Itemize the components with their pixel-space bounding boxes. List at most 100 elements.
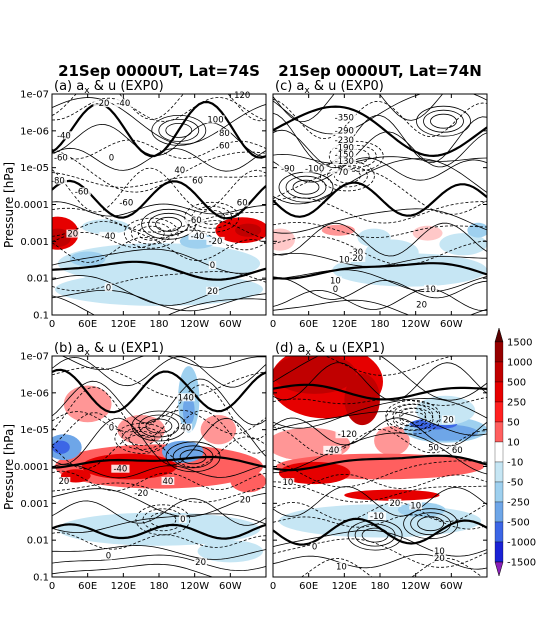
panel-b-fill-patch-3 xyxy=(230,470,266,493)
panel-a-contour-12 xyxy=(52,207,266,233)
panel-c-contour-label-bg-11 xyxy=(337,255,351,264)
panel-d-contour-15 xyxy=(273,501,487,522)
y-axis-label-bottom: Pressure [hPa] xyxy=(2,424,16,510)
panel-b-contour-label-bg-3 xyxy=(111,464,130,473)
panel-b-contour-label-3: -40 xyxy=(113,465,127,475)
panel-title-a: (a) ax & u (EXP0) xyxy=(54,79,164,96)
panel-d-contour-label-bg-8 xyxy=(367,512,387,520)
panel-b-contour-cell-1-3 xyxy=(114,422,170,454)
panel-b-contour-4 xyxy=(52,378,266,426)
svg-text:(a) ax & u (EXP0): (a) ax & u (EXP0) xyxy=(54,79,164,96)
panel-a-y-tick-label-6: 0.1 xyxy=(33,311,49,322)
panel-b-fill-patch-12 xyxy=(57,512,261,546)
panel-b-contour-2 xyxy=(52,366,266,399)
panel-c-contour-15 xyxy=(273,235,487,266)
panel-d-contour-label-bg-4 xyxy=(450,445,464,454)
panel-d-contour-label-2: 20 xyxy=(443,416,454,426)
panel-b-contour-label-bg-5 xyxy=(161,477,175,485)
panel-a-contour-label-15: -60 xyxy=(188,216,202,226)
panel-a-fill-patch-3 xyxy=(235,223,262,237)
panel-c-contour-label-6: -90 xyxy=(281,165,295,175)
panel-b: 140 0 40 -40 20 40 -20 20 0 0 20 0 60E 120E 180 120W 60… xyxy=(14,352,267,592)
colorbar-label-11: -1500 xyxy=(507,558,536,569)
panel-c-contour-20 xyxy=(273,288,487,311)
panel-c-contour-cell-2-2 xyxy=(423,109,464,133)
panel-a-contour-label-bg-20 xyxy=(208,261,217,270)
colorbar-swatch-6 xyxy=(494,461,504,483)
panel-a-contour-cell-0-2 xyxy=(158,118,200,142)
colorbar-bottom-arrow xyxy=(494,561,504,577)
panel-a-contour-label-bg-16 xyxy=(66,229,80,238)
panel-a-contour-label-13: -60 xyxy=(119,199,133,209)
panel-d-contour-18 xyxy=(273,529,487,557)
colorbar-label-8: -250 xyxy=(507,498,530,509)
panel-c-contour-4 xyxy=(273,112,487,166)
panel-d-contour-20 xyxy=(273,553,487,570)
panel-c-contour-14 xyxy=(273,222,487,257)
panel-a-contour-label-5: 60 xyxy=(219,141,230,151)
panel-b-x-tick-label-5: 60W xyxy=(219,581,242,592)
panel-d-contour-16 xyxy=(273,514,487,530)
panel-a-contour-8 xyxy=(52,172,266,188)
colorbar-label-7: -50 xyxy=(507,478,523,489)
panel-c-contour-label-bg-0 xyxy=(332,113,357,122)
panel-b-y-tick-label-3: 0.0001 xyxy=(14,462,49,473)
panel-c-contour-cell-3-2 xyxy=(326,164,368,188)
panel-d-contour-label-bg-12 xyxy=(433,554,446,563)
panel-c-contour-cell-2-1 xyxy=(430,113,457,129)
svg-text:(d) ax & u (EXP1): (d) ax & u (EXP1) xyxy=(275,341,385,358)
panel-a-contour-label-bg-12 xyxy=(72,187,91,196)
panel-a-contour-label-bg-19 xyxy=(206,236,225,245)
panel-a-contour-cell-3-1 xyxy=(137,225,165,241)
panel-c-contour-18 xyxy=(273,269,487,293)
panel-a-contour-label-bg-11 xyxy=(48,176,67,185)
panel-a-x-tick-label-1: 60E xyxy=(78,319,97,330)
panel-c-contour-11 xyxy=(273,197,487,224)
colorbar-swatch-8 xyxy=(494,501,504,523)
colorbar-label-1: 1000 xyxy=(507,358,532,369)
panel-d-contour-label-bg-0 xyxy=(335,430,360,439)
panel-c-fill-patch-6 xyxy=(467,222,487,238)
panel-c-contour-cell-1-2 xyxy=(335,144,377,168)
panel-d-contour-label-9: 0 xyxy=(312,543,317,553)
panel-a-contour-label-bg-10 xyxy=(191,176,204,185)
panel-c-contour-label-bg-10 xyxy=(347,253,366,262)
panel-b-y-tick-label-0: 1e-07 xyxy=(20,352,49,363)
panel-b-contour-label-8: 0 xyxy=(180,515,185,525)
panel-a-contour-6 xyxy=(52,147,266,172)
panel-a-x-tick-label-0: 0 xyxy=(49,319,55,330)
colorbar-swatch-9 xyxy=(494,521,504,543)
panel-a-fill-patch-7 xyxy=(69,251,106,267)
panel-c-contour-19 xyxy=(273,277,487,300)
panel-d-contour-label-0: -120 xyxy=(338,430,357,440)
panel-d-contour-11 xyxy=(273,459,487,488)
panel-d-contour-label-1: -40 xyxy=(325,446,339,456)
panel-d-contour-label-bg-7 xyxy=(409,501,423,510)
panel-a-contour-label-bg-15 xyxy=(185,216,204,225)
panel-a-contour-14 xyxy=(52,229,266,251)
panel-c-contour-8 xyxy=(273,158,487,205)
panel-c-contour-cell-0-2 xyxy=(285,175,327,199)
panel-b-fill-patch-6 xyxy=(200,415,237,445)
panel-c-contour-label-8: -70 xyxy=(334,168,348,178)
panel-b-contour-label-2: 40 xyxy=(180,424,191,434)
panel-b-contour-19 xyxy=(52,545,266,560)
panel-d-contour-label-8: -10 xyxy=(370,512,384,522)
panel-b-contour-14 xyxy=(52,488,266,518)
panel-d-x-tick-label-2: 120E xyxy=(332,581,357,592)
panel-d-fill-patch-1 xyxy=(273,356,357,394)
colorbar: 1500 1000 500 250 50 10 -10 -50 -250 -500 -1000 -15… xyxy=(494,327,536,577)
panel-a-contour-label-bg-8 xyxy=(107,153,116,162)
panel-d-contour-label-4: 60 xyxy=(452,446,463,456)
panel-a-contour-label-bg-7 xyxy=(51,153,70,162)
y-axis-label-top: Pressure [hPa] xyxy=(2,162,16,248)
panel-c-contour-cell-0-1 xyxy=(292,179,320,195)
colorbar-swatch-1 xyxy=(494,361,504,383)
panel-c-contour-12 xyxy=(273,208,487,234)
panel-c-contour-3 xyxy=(273,105,487,158)
panel-a-fill-patch-5 xyxy=(57,243,261,284)
panel-d-contour-label-6: 20 xyxy=(389,499,400,509)
panel-b-y-tick-label-2: 1e-05 xyxy=(20,425,49,436)
colorbar-top-arrow xyxy=(494,327,504,343)
panel-a-contour-15 xyxy=(52,237,266,263)
